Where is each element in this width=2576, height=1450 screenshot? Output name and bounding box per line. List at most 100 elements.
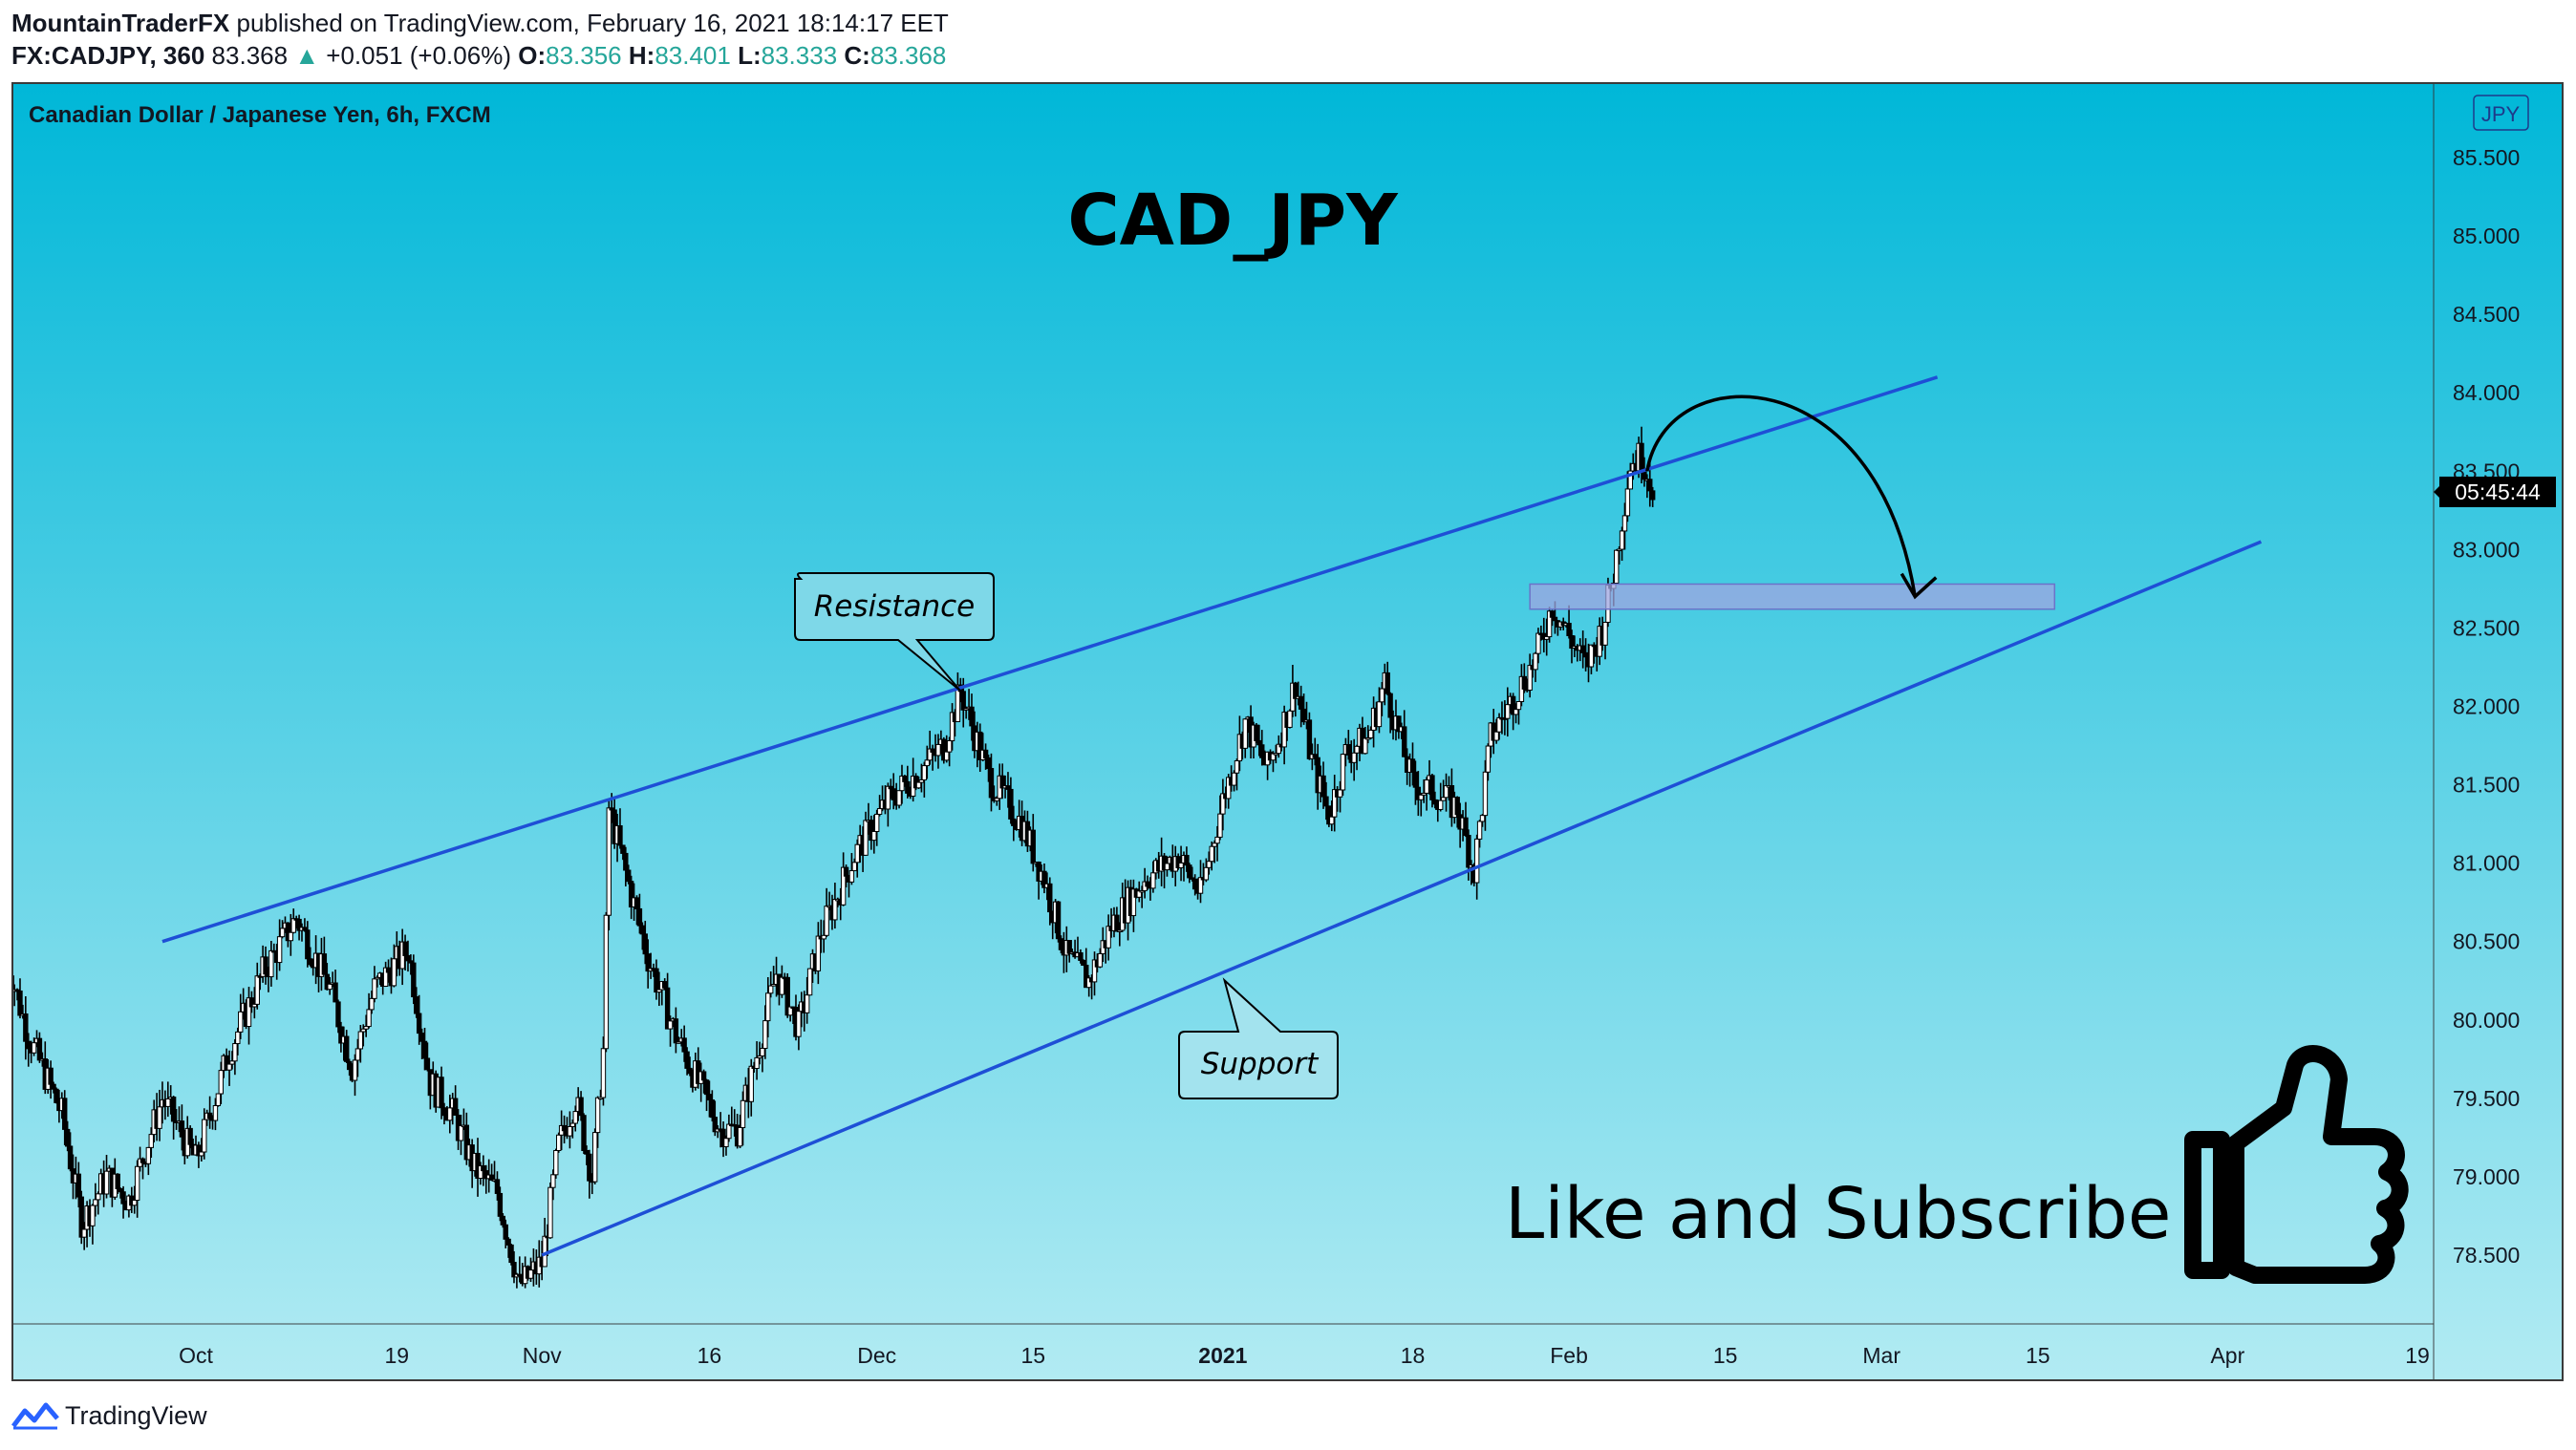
candle-body — [1521, 675, 1528, 690]
candle-body — [1438, 800, 1444, 810]
candle-body — [1454, 797, 1460, 816]
candle-body — [352, 1059, 358, 1081]
candle-body — [664, 987, 671, 1030]
candle-body — [871, 830, 877, 842]
candle-body — [687, 1067, 693, 1075]
candle-body — [584, 1149, 590, 1155]
candle-body — [1256, 739, 1262, 746]
publish-header: MountainTraderFX published on TradingVie… — [11, 6, 949, 40]
support-trendline[interactable] — [541, 540, 2263, 1257]
candle-body — [447, 1107, 453, 1121]
candle-body — [740, 1099, 746, 1128]
candle-body — [67, 1145, 74, 1170]
candle-body — [503, 1224, 508, 1240]
resistance-label: Resistance — [814, 589, 975, 624]
candle-body — [402, 941, 408, 956]
candle-body — [206, 1112, 213, 1119]
high-value: 83.401 — [655, 41, 731, 70]
candle-body — [369, 997, 375, 1011]
candle-body — [405, 954, 411, 962]
candle-body — [1066, 940, 1072, 954]
candle-body — [1197, 877, 1204, 894]
candle-body — [134, 1165, 140, 1202]
candle-body — [366, 1009, 372, 1028]
candle-body — [1552, 616, 1558, 622]
candle-body — [1259, 744, 1265, 758]
candle-body — [1329, 816, 1335, 825]
candle-body — [642, 933, 648, 955]
candle-body — [1463, 817, 1469, 837]
candle-body — [1306, 719, 1313, 759]
candle-series — [13, 426, 1656, 1289]
candle-body — [587, 1153, 592, 1182]
forecast-arrow — [1645, 394, 1917, 597]
candle-body — [288, 931, 294, 942]
candle-body — [1515, 700, 1522, 711]
price-tick-label: 84.500 — [2453, 302, 2520, 327]
price-tick-label: 78.500 — [2453, 1243, 2520, 1268]
candle-body — [78, 1196, 84, 1238]
candle-body — [1367, 729, 1374, 738]
candle-body — [767, 985, 774, 994]
candle-body — [944, 751, 950, 761]
candle-body — [821, 934, 826, 940]
symbol-label[interactable]: FX:CADJPY, 360 — [11, 41, 205, 70]
candle-body — [170, 1097, 177, 1122]
candle-body — [843, 866, 849, 877]
candle-body — [594, 1097, 601, 1134]
candle-body — [654, 968, 659, 993]
support-callout[interactable]: Support — [1178, 977, 1339, 1099]
candle-body — [279, 928, 286, 938]
candle-body — [103, 1170, 110, 1195]
candle-body — [806, 968, 813, 996]
candle-body — [863, 820, 869, 856]
price-tick-label: 79.000 — [2453, 1164, 2520, 1189]
candle-body — [305, 929, 311, 960]
candle-body — [1114, 914, 1120, 932]
like-subscribe-text: Like and Subscribe — [1505, 1173, 2171, 1255]
candle-body — [1621, 515, 1628, 532]
candle-body — [851, 862, 858, 872]
close-value: 83.368 — [869, 41, 947, 70]
candle-body — [48, 1067, 54, 1085]
candle-body — [623, 852, 629, 871]
candle-body — [1619, 530, 1625, 550]
candle-body — [64, 1128, 71, 1147]
candle-body — [700, 1071, 707, 1081]
candle-body — [1624, 488, 1631, 517]
candle-body — [985, 757, 992, 770]
candle-body — [505, 1238, 511, 1246]
candle-body — [500, 1215, 505, 1226]
resistance-trendline[interactable] — [161, 375, 1939, 944]
candle-body — [1424, 779, 1429, 794]
candle-body — [876, 808, 883, 815]
candle-body — [13, 975, 14, 992]
resistance-callout[interactable]: Resistance — [794, 572, 995, 692]
candle-body — [824, 906, 829, 936]
candle-body — [784, 976, 790, 1016]
candle-body — [896, 790, 902, 806]
candle-body — [23, 1013, 29, 1042]
footer-brand[interactable]: TradingView — [11, 1397, 207, 1435]
candle-body — [703, 1079, 710, 1096]
candle-body — [290, 918, 296, 933]
candle-body — [1184, 854, 1190, 866]
candle-body — [494, 1179, 501, 1194]
up-arrow-icon: ▲ — [294, 41, 320, 70]
currency-badge[interactable]: JPY — [2473, 95, 2529, 131]
candle-body — [706, 1094, 713, 1101]
candle-body — [458, 1124, 464, 1141]
time-tick-label: 18 — [1401, 1343, 1426, 1368]
high-label: H: — [628, 41, 655, 70]
price-tick-label: 85.500 — [2453, 145, 2520, 170]
price-tick-label: 80.000 — [2453, 1008, 2520, 1033]
chart-title: Canadian Dollar / Japanese Yen, 6h, FXCM — [29, 102, 491, 128]
author-name[interactable]: MountainTraderFX — [11, 9, 230, 37]
candle-body — [238, 1011, 244, 1033]
candle-body — [1242, 718, 1248, 749]
candle-body — [1376, 701, 1383, 728]
price-tick-label: 83.000 — [2453, 537, 2520, 562]
candle-body — [1337, 789, 1343, 798]
candle-body — [414, 996, 419, 1014]
